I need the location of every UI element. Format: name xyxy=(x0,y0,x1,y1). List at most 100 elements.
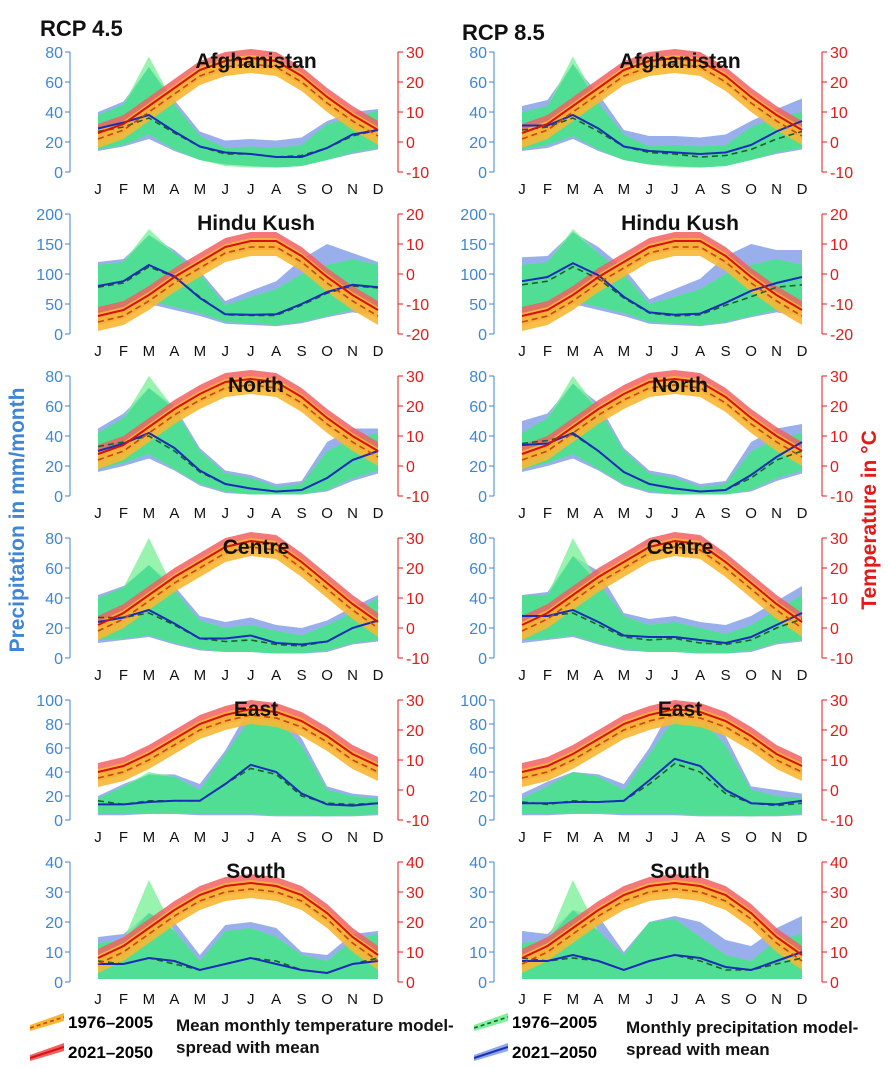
temp-tick-label: 0 xyxy=(406,621,415,638)
month-label: N xyxy=(771,991,782,1005)
month-label: J xyxy=(518,991,526,1005)
precip-fut-line xyxy=(521,262,803,316)
month-label: J xyxy=(222,343,230,360)
month-label: N xyxy=(771,505,782,522)
temp-tick-label: 10 xyxy=(830,429,848,446)
temp-tick-label: -20 xyxy=(406,327,429,344)
month-label: D xyxy=(373,667,384,684)
month-label: J xyxy=(94,181,102,198)
month-label: D xyxy=(797,991,808,1005)
precip-overlap-band xyxy=(522,718,802,817)
temp-tick-label: 30 xyxy=(830,693,848,710)
precip-hist-line xyxy=(521,117,803,158)
temp-tick-label: -10 xyxy=(406,813,429,830)
precip-tick-label: 20 xyxy=(45,621,63,638)
legend-swatch-temp-hist xyxy=(30,1013,64,1031)
month-label: M xyxy=(567,505,580,522)
month-label: O xyxy=(321,991,333,1005)
legend-precip-fut-label: 2021–2050 xyxy=(512,1043,598,1062)
precip-tick-label: 60 xyxy=(45,399,63,416)
precip-tick-label: 20 xyxy=(469,459,487,476)
legend-precip-hist-label: 1976–2005 xyxy=(512,1013,598,1032)
precip-tick-label: 40 xyxy=(469,765,487,782)
temp-tick-label: -10 xyxy=(406,489,429,506)
temp-fut-band xyxy=(98,700,378,781)
month-label: F xyxy=(119,505,128,522)
month-label: M xyxy=(618,991,631,1005)
temp-fut-line xyxy=(97,240,379,317)
precip-axis-title: Precipitation in mm/month xyxy=(6,388,29,653)
precip-tick-label: 20 xyxy=(45,789,63,806)
temp-fut-line xyxy=(521,707,803,773)
month-label: O xyxy=(321,181,333,198)
month-label: O xyxy=(321,343,333,360)
month-label: J xyxy=(222,181,230,198)
month-label: A xyxy=(169,505,179,522)
temp-fut-line xyxy=(521,881,803,959)
temp-tick-label: 10 xyxy=(830,591,848,608)
temp-fut-line xyxy=(521,377,803,455)
precip-tick-label: 0 xyxy=(54,813,63,830)
month-label: J xyxy=(518,505,526,522)
temp-tick-label: 10 xyxy=(406,237,424,254)
month-label: M xyxy=(143,505,156,522)
month-label: J xyxy=(646,991,654,1005)
temp-hist-band xyxy=(522,538,802,640)
precip-tick-label: 60 xyxy=(469,561,487,578)
temp-axis-title: Temperature in °C xyxy=(858,430,881,610)
panel-title: Centre xyxy=(223,536,290,559)
month-label: A xyxy=(271,505,281,522)
precip-tick-label: 40 xyxy=(45,105,63,122)
precip-tick-label: 60 xyxy=(45,741,63,758)
temp-tick-label: -10 xyxy=(406,165,429,182)
temp-fut-line xyxy=(97,377,379,455)
precip-tick-label: 0 xyxy=(478,813,487,830)
temp-hist-line xyxy=(521,546,803,632)
precip-tick-label: 10 xyxy=(469,945,487,962)
month-label: S xyxy=(297,667,307,684)
precip-fut-line xyxy=(522,757,803,806)
month-label: A xyxy=(169,181,179,198)
precip-fut-line xyxy=(522,608,803,645)
month-label: O xyxy=(321,667,333,684)
month-label: J xyxy=(222,829,230,846)
precip-hist-line xyxy=(522,612,803,646)
month-label: M xyxy=(143,829,156,846)
month-label: D xyxy=(373,991,384,1005)
temp-tick-label: 20 xyxy=(406,561,424,578)
month-label: A xyxy=(593,505,603,522)
panel-title: East xyxy=(658,698,702,721)
header-rcp45: RCP 4.5 xyxy=(40,16,123,41)
month-label: N xyxy=(347,667,358,684)
temp-tick-label: 10 xyxy=(830,945,848,962)
temp-tick-label: 20 xyxy=(830,561,848,578)
temp-tick-label: 20 xyxy=(406,207,424,224)
temp-fut-band xyxy=(522,232,802,325)
panel-title: North xyxy=(652,374,708,397)
temp-fut-line xyxy=(97,707,379,773)
month-label: J xyxy=(646,181,654,198)
precip-tick-label: 0 xyxy=(478,651,487,668)
precip-tick-label: 150 xyxy=(460,237,487,254)
temp-tick-label: 30 xyxy=(406,531,424,548)
temp-hist-line xyxy=(97,546,379,632)
temp-hist-line xyxy=(521,246,803,323)
precip-tick-label: 40 xyxy=(469,591,487,608)
temp-tick-label: 20 xyxy=(406,915,424,932)
month-label: S xyxy=(297,343,307,360)
temp-tick-label: 40 xyxy=(406,855,424,872)
panel-title: East xyxy=(234,698,278,721)
month-label: N xyxy=(771,343,782,360)
temp-tick-label: 30 xyxy=(830,885,848,902)
month-label: J xyxy=(518,667,526,684)
month-label: O xyxy=(745,991,757,1005)
temp-tick-label: 20 xyxy=(406,75,424,92)
temp-tick-label: 30 xyxy=(406,885,424,902)
temp-hist-band xyxy=(98,538,378,640)
precip-overlap-band xyxy=(522,232,802,325)
month-label: J xyxy=(247,181,255,198)
month-label: A xyxy=(169,829,179,846)
month-label: M xyxy=(194,829,207,846)
temp-fut-band xyxy=(98,232,378,325)
